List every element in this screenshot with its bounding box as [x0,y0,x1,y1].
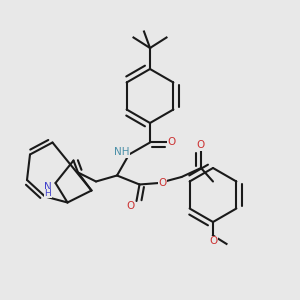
Text: NH: NH [114,147,129,157]
Text: O: O [126,201,135,212]
Text: H: H [45,189,51,198]
Text: O: O [197,140,205,151]
Text: O: O [209,236,217,247]
Text: N: N [44,182,52,193]
Text: O: O [158,178,167,188]
Text: O: O [168,137,176,148]
